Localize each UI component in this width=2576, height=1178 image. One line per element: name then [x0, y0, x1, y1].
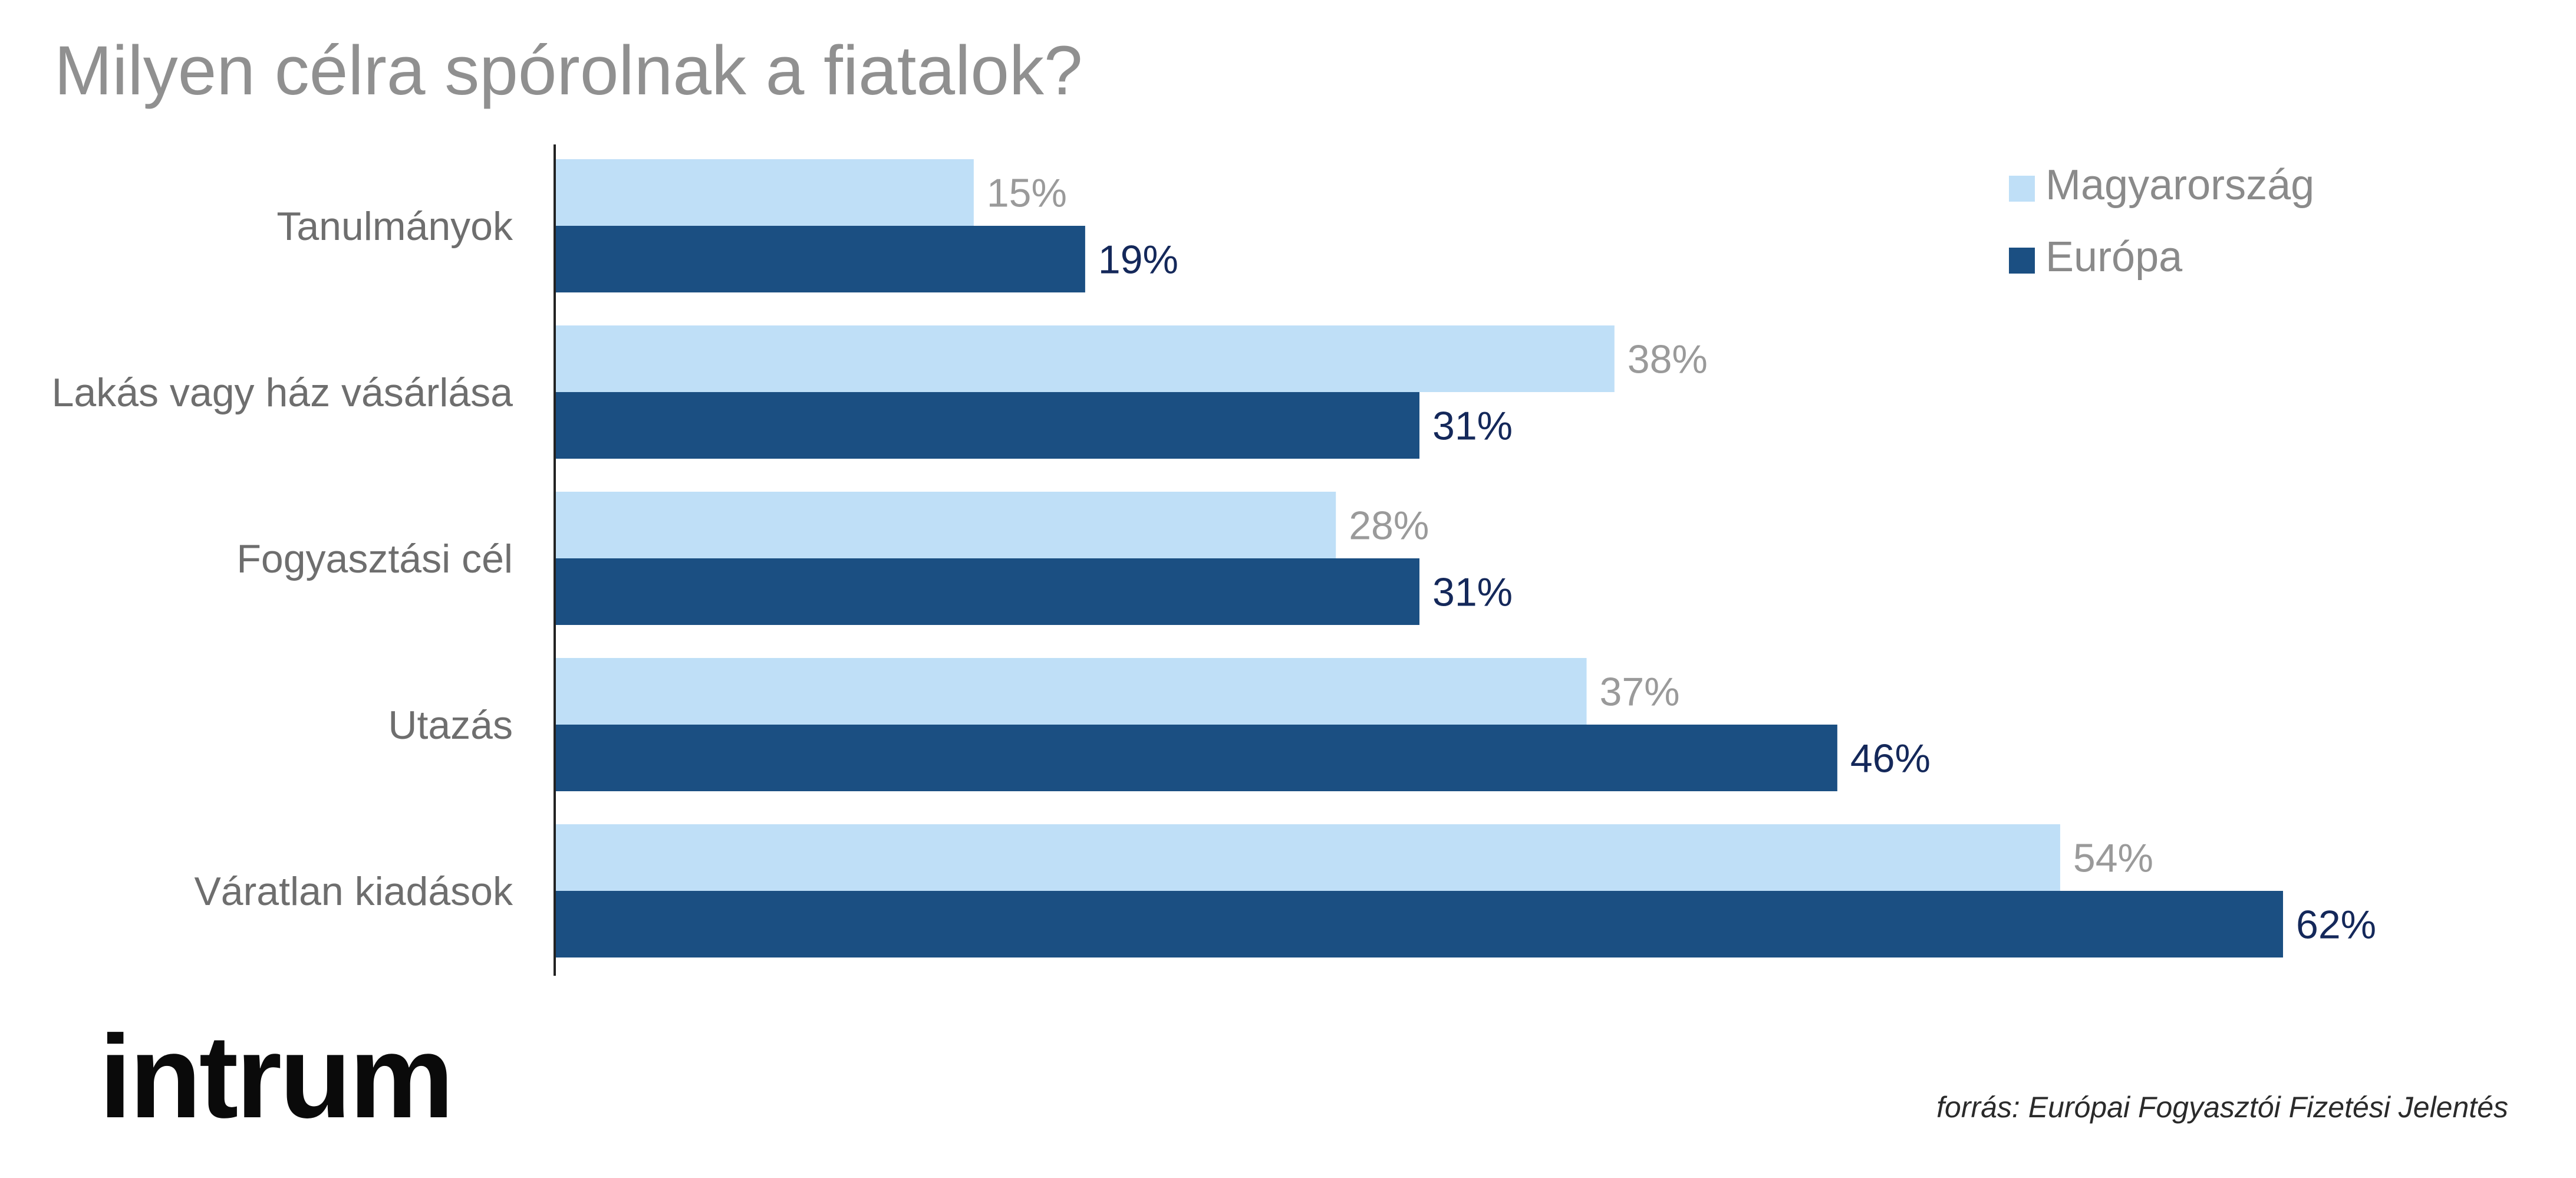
bar-europa	[556, 891, 2283, 957]
data-label: 31%	[1432, 404, 1513, 449]
bar-magyarorszag	[556, 159, 974, 226]
bar-magyarorszag	[556, 325, 1615, 392]
data-label: 54%	[2073, 836, 2153, 881]
data-label: 46%	[1850, 736, 1931, 781]
data-label: 15%	[987, 171, 1067, 216]
category-label: Fogyasztási cél	[236, 537, 513, 581]
legend-label: Magyarország	[2045, 162, 2314, 209]
intrum-logo: intrum	[99, 1011, 452, 1143]
legend-swatch	[2009, 248, 2035, 274]
bar-europa	[556, 725, 1837, 791]
bar-magyarorszag	[556, 492, 1336, 558]
legend-label: Európa	[2045, 233, 2183, 281]
category-label: Tanulmányok	[276, 204, 513, 249]
bar-magyarorszag	[556, 824, 2060, 891]
bar-europa	[556, 558, 1419, 625]
data-label: 37%	[1600, 670, 1680, 715]
data-label: 38%	[1628, 337, 1708, 382]
data-label: 19%	[1098, 238, 1178, 282]
data-label: 31%	[1432, 570, 1513, 615]
bar-europa	[556, 392, 1419, 459]
data-label: 28%	[1349, 504, 1429, 548]
source-note: forrás: Európai Fogyasztói Fizetési Jele…	[1936, 1091, 2508, 1124]
bar-magyarorszag	[556, 658, 1587, 725]
data-label: 62%	[2296, 903, 2376, 947]
chart-title: Milyen célra spórolnak a fiatalok?	[54, 32, 1083, 110]
category-label: Lakás vagy ház vásárlása	[52, 370, 513, 415]
bars-group: Tanulmányok 15% 19% Lakás vagy ház vásárlás…	[52, 159, 2376, 957]
legend: Magyarország Európa	[2009, 162, 2314, 281]
category-label: Váratlan kiadások	[194, 869, 513, 914]
legend-swatch	[2009, 176, 2035, 202]
category-label: Utazás	[388, 703, 513, 748]
bar-europa	[556, 226, 1085, 292]
